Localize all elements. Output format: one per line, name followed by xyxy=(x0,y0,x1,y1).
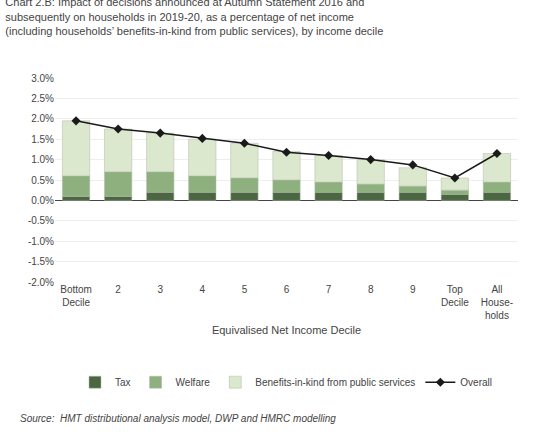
svg-text:-1.0%: -1.0% xyxy=(28,236,54,247)
svg-text:Tax: Tax xyxy=(115,377,131,388)
svg-text:3: 3 xyxy=(157,284,163,295)
svg-text:0.0%: 0.0% xyxy=(31,195,54,206)
svg-text:-0.5%: -0.5% xyxy=(28,215,54,226)
svg-text:Benefits-in-kind from public s: Benefits-in-kind from public services xyxy=(255,377,415,388)
svg-text:0.5%: 0.5% xyxy=(31,175,54,186)
svg-text:4: 4 xyxy=(200,284,206,295)
svg-text:Overall: Overall xyxy=(460,377,492,388)
svg-text:9: 9 xyxy=(410,284,416,295)
svg-text:TopDecile: TopDecile xyxy=(441,284,469,308)
svg-text:-1.5%: -1.5% xyxy=(28,256,54,267)
svg-text:Chart 2.B: Impact of decisions: Chart 2.B: Impact of decisions announced… xyxy=(5,0,383,37)
svg-text:2: 2 xyxy=(115,284,121,295)
svg-text:Equivalised Net Income Decile: Equivalised Net Income Decile xyxy=(212,324,361,336)
svg-text:3.0%: 3.0% xyxy=(31,73,54,84)
svg-text:6: 6 xyxy=(284,284,290,295)
svg-text:2.0%: 2.0% xyxy=(31,113,54,124)
svg-text:5: 5 xyxy=(242,284,248,295)
svg-text:8: 8 xyxy=(368,284,374,295)
svg-text:-2.0%: -2.0% xyxy=(28,277,54,288)
svg-text:Source: HMT distributional an: Source: HMT distributional analysis mode… xyxy=(20,413,336,424)
svg-text:BottomDecile: BottomDecile xyxy=(60,284,92,308)
svg-text:AllHouse-holds: AllHouse-holds xyxy=(481,284,513,321)
svg-text:2.5%: 2.5% xyxy=(31,93,54,104)
svg-text:Welfare: Welfare xyxy=(176,377,211,388)
svg-text:1.0%: 1.0% xyxy=(31,154,54,165)
svg-text:7: 7 xyxy=(326,284,332,295)
svg-text:1.5%: 1.5% xyxy=(31,134,54,145)
